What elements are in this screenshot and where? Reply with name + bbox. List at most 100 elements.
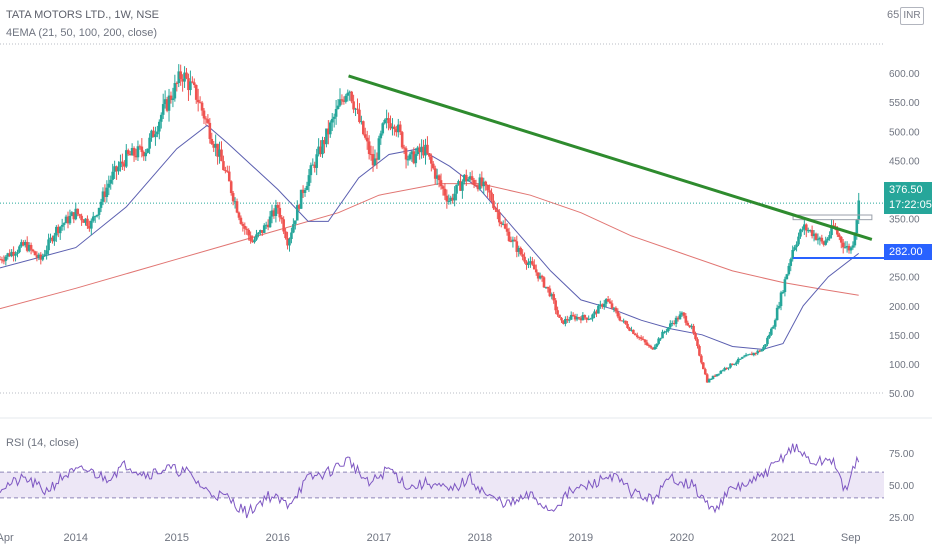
candle-body [532, 264, 536, 270]
candle-body [91, 216, 95, 221]
candle-body [544, 286, 548, 288]
candle-body [659, 338, 662, 340]
candle-body [56, 226, 60, 234]
candle-body [832, 225, 835, 227]
candle-body [602, 303, 606, 307]
candle-body [158, 121, 161, 132]
last-price-value: 376.50 [889, 184, 923, 196]
candle-body [682, 312, 686, 316]
candle-body [156, 131, 159, 135]
candle-body [152, 130, 155, 138]
candle-body [136, 146, 140, 158]
candle-body [451, 197, 454, 201]
candle-body [643, 339, 647, 343]
candle-body [433, 168, 437, 179]
candle-body [540, 275, 544, 278]
candle-body [325, 128, 328, 145]
candle-body [768, 334, 771, 338]
candle-body [253, 239, 256, 243]
rsi-axis[interactable]: 25.00 50.00 75.00 [889, 449, 914, 524]
candle-body [47, 239, 50, 251]
candle-body [128, 153, 132, 156]
candle-body [226, 170, 229, 172]
candle-body [773, 320, 777, 327]
candle-body [771, 326, 775, 329]
candle-body [400, 132, 404, 148]
candle-body [377, 138, 381, 160]
candle-body [760, 349, 763, 352]
candle-body [181, 78, 184, 82]
candle-body [785, 274, 789, 280]
candle-body [76, 208, 80, 215]
candle-body [311, 164, 315, 166]
candle-body [447, 200, 451, 202]
candle-body [719, 370, 723, 374]
candle-body [542, 277, 546, 288]
time-tick-label: 2014 [64, 532, 88, 544]
candle-body [334, 109, 338, 117]
candle-body [517, 247, 521, 252]
candle-body [599, 304, 602, 306]
candle-body [192, 82, 196, 86]
candle-body [812, 233, 816, 237]
candle-body [159, 114, 163, 122]
candle-body [342, 100, 346, 102]
candle-body [64, 216, 68, 224]
candle-body [398, 124, 402, 133]
candle-body [117, 167, 120, 172]
candle-body [463, 174, 466, 182]
candle-body [564, 318, 567, 324]
candle-body [696, 339, 699, 347]
candle-body [402, 147, 406, 149]
candle-body [154, 134, 157, 138]
candle-body [68, 215, 72, 224]
candle-body [336, 105, 340, 110]
candle-body [105, 187, 109, 197]
candle-body [124, 150, 128, 167]
candle-body [245, 228, 249, 230]
candle-body [626, 323, 629, 328]
candle-body [468, 176, 472, 180]
candle-body [593, 311, 596, 315]
candle-body [348, 91, 352, 93]
candle-body [58, 226, 62, 234]
time-tick-label: 2020 [670, 532, 694, 544]
rsi-tick-label: 50.00 [889, 481, 914, 492]
last-price-tag: 376.50 17:22:05 [884, 182, 932, 214]
candle-body [276, 205, 280, 208]
time-axis[interactable]: Apr 2014 2015 2016 2017 2018 2019 2020 2021 Sep [0, 532, 860, 544]
candle-body [591, 314, 594, 319]
candle-body [323, 140, 326, 145]
candle-body [703, 369, 707, 375]
candle-body [6, 253, 10, 257]
time-tick-label: 2021 [771, 532, 795, 544]
candle-body [713, 375, 717, 377]
candle-body [165, 99, 169, 111]
candle-body [80, 215, 83, 221]
candle-body [770, 328, 773, 335]
symbol-title[interactable]: TATA MOTORS LTD., 1W, NSE [6, 9, 160, 21]
candle-body [808, 230, 812, 232]
rsi-legend[interactable]: RSI (14, close) [6, 437, 79, 449]
axis-top-value: 65 [887, 9, 900, 21]
candle-body [264, 224, 268, 226]
candle-body [651, 347, 655, 350]
candle-body [824, 240, 828, 245]
price-axis[interactable]: 50.00100.00150.00200.00250.00300.00350.0… [889, 69, 920, 400]
currency-icon[interactable]: INR [900, 7, 924, 25]
time-tick-label: 2017 [367, 532, 391, 544]
candle-body [480, 177, 484, 187]
candle-body [692, 325, 695, 334]
candle-body [233, 201, 237, 203]
candle-body [268, 216, 272, 228]
candle-body [148, 137, 151, 149]
candle-body [431, 163, 435, 169]
candle-body [569, 314, 573, 320]
price-tick-label: 500.00 [889, 127, 920, 138]
candle-body [548, 288, 552, 297]
candle-body [670, 322, 674, 324]
candle-body [313, 164, 317, 168]
ema-legend[interactable]: 4EMA (21, 50, 100, 200, close) [6, 27, 158, 39]
candle-body [521, 254, 524, 257]
